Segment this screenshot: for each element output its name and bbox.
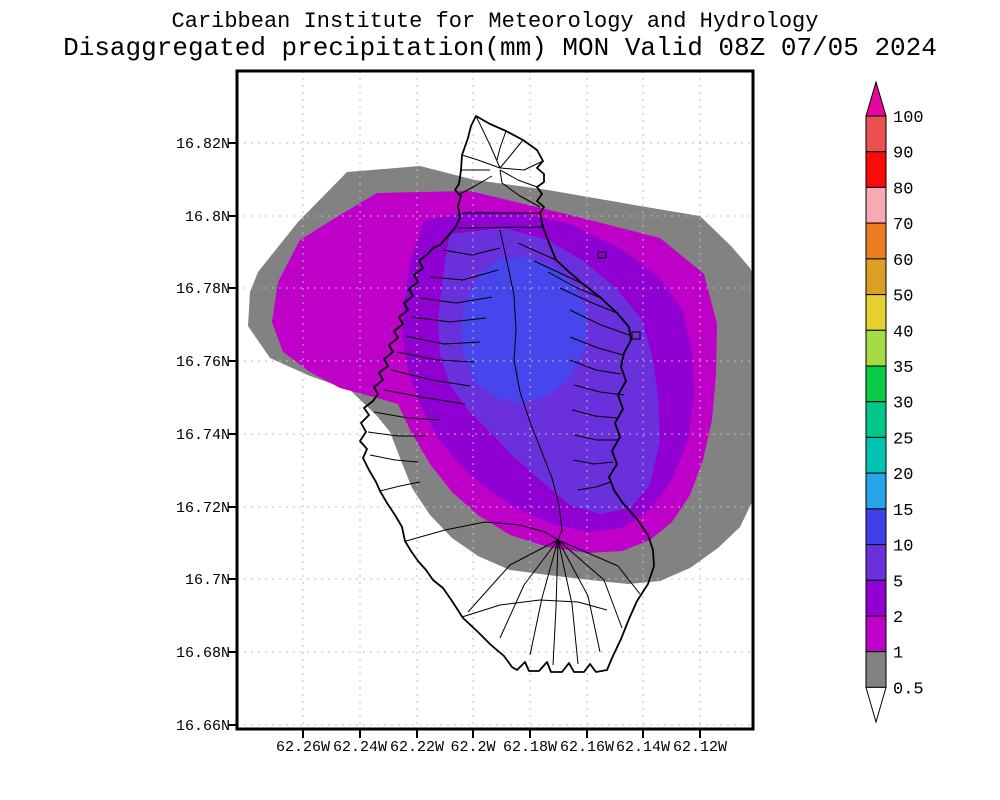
lon-label: 62.22W — [390, 739, 444, 756]
colorbar-label: 2 — [893, 609, 903, 628]
colorbar-label: 70 — [893, 216, 913, 235]
lat-label: 16.66N — [176, 718, 230, 735]
lat-axis-labels: 16.82N 16.8N 16.78N 16.76N 16.74N 16.72N… — [176, 136, 230, 735]
lon-label: 62.26W — [276, 739, 330, 756]
colorbar-band — [865, 294, 887, 331]
colorbar-band — [865, 436, 887, 474]
colorbar-label: 35 — [893, 359, 913, 378]
colorbar-label: 10 — [893, 538, 913, 557]
plot-frame — [235, 69, 755, 731]
colorbar-band — [865, 186, 887, 224]
institute-title: Caribbean Institute for Meteorology and … — [172, 9, 819, 34]
colorbar-band — [865, 508, 887, 546]
gridlines — [237, 71, 753, 729]
colorbar: 100 90 80 70 60 50 40 35 30 25 20 15 10 … — [865, 80, 924, 724]
colorbar-band — [865, 365, 887, 403]
colorbar-label: 30 — [893, 395, 913, 414]
colorbar-arrow-top — [865, 80, 887, 117]
colorbar-label: 80 — [893, 180, 913, 199]
colorbar-band — [865, 615, 887, 653]
colorbar-band — [865, 115, 887, 153]
contour-10mm — [461, 257, 588, 403]
island-montserrat — [359, 115, 655, 673]
colorbar-label: 90 — [893, 145, 913, 164]
colorbar-label: 50 — [893, 288, 913, 307]
lat-label: 16.7N — [185, 572, 230, 589]
colorbar-label: 20 — [893, 466, 913, 485]
colorbar-label: 0.5 — [893, 680, 924, 699]
colorbar-labels: 100 90 80 70 60 50 40 35 30 25 20 15 10 … — [893, 109, 924, 699]
product-title: Disaggregated precipitation(mm) MON Vali… — [63, 33, 937, 63]
lon-label: 62.16W — [560, 739, 614, 756]
lat-label: 16.8N — [185, 209, 230, 226]
lat-label: 16.82N — [176, 136, 230, 153]
colorbar-label: 1 — [893, 645, 903, 664]
colorbar-band — [865, 579, 887, 617]
colorbar-band — [865, 651, 887, 688]
lon-label: 62.14W — [616, 739, 670, 756]
colorbar-label: 100 — [893, 109, 924, 128]
colorbar-band — [865, 544, 887, 581]
lat-label: 16.68N — [176, 645, 230, 662]
lat-label: 16.74N — [176, 427, 230, 444]
lat-label: 16.72N — [176, 500, 230, 517]
colorbar-band — [865, 329, 887, 367]
colorbar-label: 5 — [893, 573, 903, 592]
island-coastline — [359, 115, 655, 673]
lat-label: 16.76N — [176, 354, 230, 371]
colorbar-label: 25 — [893, 430, 913, 449]
colorbar-band — [865, 258, 887, 296]
colorbar-label: 60 — [893, 252, 913, 271]
colorbar-band — [865, 472, 887, 510]
colorbar-band — [865, 151, 887, 188]
lat-label: 16.78N — [176, 281, 230, 298]
watershed-boundaries — [367, 115, 641, 666]
precip-contours — [248, 166, 753, 584]
axis-ticks — [228, 142, 701, 738]
colorbar-band — [865, 401, 887, 438]
lon-label: 62.12W — [673, 739, 727, 756]
colorbar-band — [865, 222, 887, 260]
lon-label: 62.2W — [450, 739, 495, 756]
lon-label: 62.24W — [333, 739, 387, 756]
colorbar-label: 15 — [893, 502, 913, 521]
colorbar-arrow-bottom — [865, 686, 887, 724]
lon-axis-labels: 62.26W 62.24W 62.22W 62.2W 62.18W 62.16W… — [276, 739, 727, 756]
colorbar-label: 40 — [893, 323, 913, 342]
lon-label: 62.18W — [503, 739, 557, 756]
